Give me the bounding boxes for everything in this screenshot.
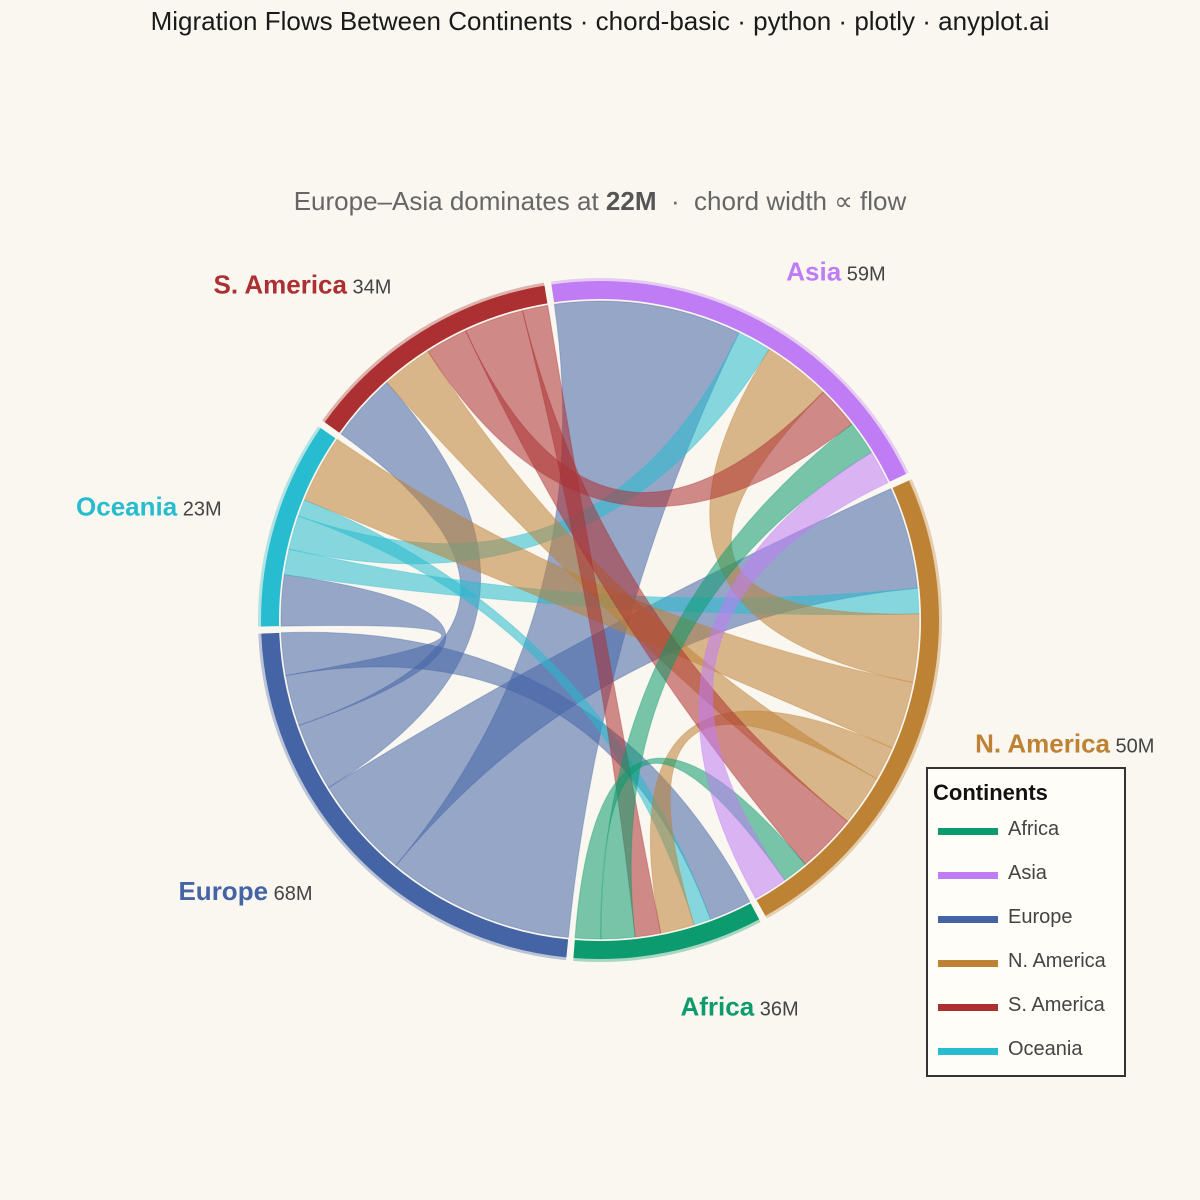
arc-label-value: 23M — [177, 498, 221, 520]
legend-swatch — [938, 916, 998, 923]
arc-label-asia: Asia 59M — [786, 257, 885, 287]
legend-label: Europe — [1008, 906, 1073, 928]
legend-swatch — [938, 1048, 998, 1055]
arc-oceania[interactable] — [261, 428, 336, 627]
ribbon-europe-to-africa[interactable] — [280, 631, 751, 920]
arc-asia[interactable] — [551, 281, 906, 482]
chord-ribbons — [280, 300, 920, 940]
ribbon-africa-to-n-america[interactable] — [574, 757, 806, 940]
ribbon-africa-to-asia[interactable] — [600, 423, 873, 940]
arc-s-america[interactable] — [324, 285, 548, 433]
arc-europe[interactable] — [261, 632, 569, 958]
node-labels: Africa 36M Europe 68M Oceania 23M S. Americ… — [76, 257, 1154, 1022]
arc-label-europe: Europe 68M — [178, 876, 312, 906]
ribbon-oceania-to-africa[interactable] — [297, 499, 712, 926]
legend-label: S. America — [1008, 994, 1105, 1016]
legend-label: Oceania — [1008, 1038, 1083, 1060]
legend-item-africa[interactable]: Africa — [938, 817, 1123, 847]
arc-label-name: Oceania — [76, 491, 178, 521]
legend-swatch — [938, 828, 998, 835]
arc-label-value: 50M — [1110, 736, 1154, 758]
subtitle-highlight: 22M — [605, 186, 657, 216]
subtitle-suffix: · chord width ∝ flow — [656, 186, 907, 216]
arc-label-value: 36M — [754, 999, 798, 1021]
node-arcs — [258, 278, 942, 962]
legend-swatch — [938, 960, 998, 967]
arc-label-value: 68M — [268, 883, 312, 905]
arc-label-africa: Africa 36M — [680, 992, 798, 1022]
arc-label-name: S. America — [214, 270, 348, 300]
legend: Continents Africa Asia Europe N. America S. … — [926, 767, 1126, 1077]
legend-item-s-america[interactable]: S. America — [938, 993, 1123, 1023]
legend-item-europe[interactable]: Europe — [938, 905, 1123, 935]
arc-label-s-america: S. America 34M — [214, 270, 392, 300]
legend-swatch — [938, 1004, 998, 1011]
arc-label-name: N. America — [975, 729, 1110, 759]
legend-item-n-america[interactable]: N. America — [938, 949, 1123, 979]
arc-label-name: Africa — [680, 992, 754, 1022]
chart-subtitle: Europe–Asia dominates at 22M · chord wid… — [0, 186, 1200, 217]
arc-label-value: 34M — [347, 277, 391, 299]
legend-label: Africa — [1008, 818, 1060, 840]
legend-label: Asia — [1008, 862, 1047, 884]
arc-label-n-america: N. America 50M — [975, 729, 1154, 759]
ribbon-europe-to-n-america[interactable] — [327, 488, 918, 867]
chart-title: Migration Flows Between Continents · cho… — [150, 6, 1050, 36]
subtitle-prefix: Europe–Asia dominates at — [293, 186, 606, 216]
arc-label-name: Asia — [786, 257, 841, 287]
legend-label: N. America — [1008, 950, 1106, 972]
arc-label-name: Europe — [178, 876, 268, 906]
legend-item-oceania[interactable]: Oceania — [938, 1037, 1123, 1067]
ribbon-asia-to-n-america[interactable] — [698, 451, 889, 900]
arc-label-oceania: Oceania 23M — [76, 491, 222, 521]
arc-n-america[interactable] — [756, 480, 939, 916]
arc-africa[interactable] — [573, 903, 760, 959]
legend-swatch — [938, 872, 998, 879]
arc-label-value: 59M — [841, 264, 885, 286]
legend-title: Continents — [933, 780, 1048, 805]
legend-item-asia[interactable]: Asia — [938, 861, 1123, 891]
